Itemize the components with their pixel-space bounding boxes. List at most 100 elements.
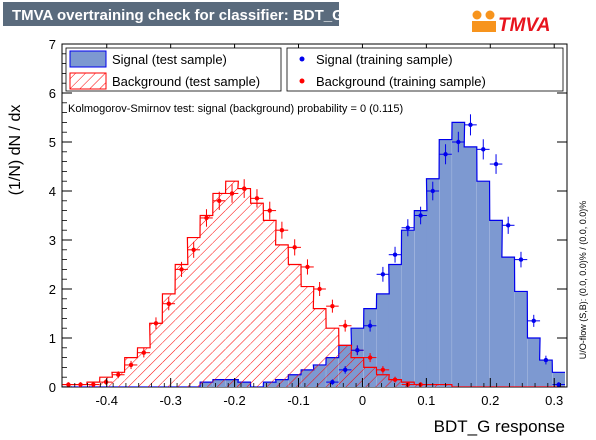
x-tick-label: -0.1 bbox=[287, 393, 309, 408]
x-tick-label: -0.3 bbox=[159, 393, 181, 408]
axes: -0.4 -0.3 -0.2 -0.1 0 0.1 0.2 0.3 0 1 2 3 4 5 6 7 bbox=[49, 37, 567, 408]
y-tick-label: 2 bbox=[49, 282, 56, 297]
y-tick-label: 7 bbox=[49, 37, 56, 52]
background-test-bar bbox=[376, 374, 390, 387]
signal-train-point bbox=[405, 225, 411, 230]
background-test-bar bbox=[111, 372, 125, 387]
legend-swatch-background-test bbox=[69, 72, 107, 90]
signal-test-bar bbox=[514, 291, 528, 387]
background-test-bar bbox=[275, 244, 289, 387]
y-tick-label: 4 bbox=[49, 184, 56, 199]
signal-test-bar bbox=[414, 210, 427, 387]
signal-train-point bbox=[355, 348, 360, 353]
background-train-point bbox=[241, 186, 247, 191]
legend-box-train bbox=[286, 47, 564, 92]
background-test-bar bbox=[225, 181, 239, 387]
y-tick-label: 6 bbox=[49, 86, 56, 101]
signal-train-point bbox=[456, 139, 461, 145]
ks-test-text: Kolmogorov-Smirnov test: signal (backgro… bbox=[68, 103, 403, 115]
background-test-bar bbox=[313, 308, 326, 387]
signal-test-bar bbox=[426, 178, 440, 387]
signal-test-bar bbox=[501, 257, 515, 387]
background-train-point bbox=[305, 264, 310, 270]
training-points bbox=[62, 114, 565, 387]
signal-train-point bbox=[505, 223, 511, 228]
legend-background-test: Background (test sample) bbox=[112, 74, 260, 89]
background-train-point bbox=[103, 379, 109, 385]
signal-test-bar bbox=[552, 372, 565, 387]
background-train-point bbox=[204, 215, 209, 221]
signal-test-bar bbox=[527, 338, 541, 387]
title-bar bbox=[3, 2, 339, 26]
background-train-point bbox=[267, 208, 272, 213]
background-test-bar bbox=[175, 264, 188, 387]
background-train-point bbox=[153, 321, 159, 326]
background-test-bar bbox=[301, 286, 314, 387]
background-test-bar bbox=[351, 357, 364, 387]
x-tick-label: 0 bbox=[359, 393, 366, 408]
signal-train-point bbox=[481, 147, 486, 152]
legend-signal-train: Signal (training sample) bbox=[316, 52, 453, 67]
background-test-bar bbox=[212, 193, 226, 387]
background-train-point bbox=[292, 245, 297, 250]
background-train-point bbox=[330, 303, 335, 309]
signal-test-bar bbox=[452, 122, 465, 387]
background-test-bar bbox=[363, 367, 377, 387]
background-train-point bbox=[392, 377, 398, 382]
background-test-bar bbox=[250, 203, 264, 387]
signal-train-point bbox=[392, 252, 398, 257]
background-train-point bbox=[254, 196, 260, 201]
signal-train-point bbox=[531, 318, 536, 324]
overflow-text: U/O-flow (S,B): (0.0, 0.0)% / (0.0, 0.0)… bbox=[578, 201, 588, 360]
background-train-point bbox=[66, 382, 71, 387]
background-test-bar bbox=[137, 347, 151, 387]
signal-test-bar bbox=[401, 230, 415, 387]
legend-marker-background-train bbox=[299, 78, 305, 84]
background-train-point bbox=[217, 198, 222, 203]
x-tick-label: -0.4 bbox=[96, 393, 118, 408]
signal-test-bar bbox=[388, 264, 402, 387]
background-train-point bbox=[116, 372, 121, 377]
x-axis-title: BDT_G response bbox=[434, 417, 565, 436]
legend-marker-signal-train bbox=[299, 56, 305, 62]
y-axis-title: (1/N) dN / dx bbox=[7, 105, 24, 196]
background-test-bar bbox=[200, 215, 213, 387]
x-tick-label: -0.2 bbox=[223, 393, 245, 408]
background-test-outline bbox=[62, 180, 565, 387]
background-train-point bbox=[78, 382, 83, 387]
legend: Signal (test sample) Background (test sa… bbox=[65, 47, 564, 92]
signal-test-bar bbox=[539, 360, 553, 387]
signal-train-point bbox=[543, 357, 549, 363]
signal-train-point bbox=[418, 213, 423, 218]
background-train-point bbox=[91, 382, 96, 387]
legend-background-train: Background (training sample) bbox=[316, 74, 486, 89]
window-title: TMVA overtraining check for classifier: … bbox=[12, 7, 344, 24]
background-train-point bbox=[380, 367, 386, 373]
signal-train-point bbox=[556, 382, 561, 387]
background-train-point bbox=[229, 191, 235, 196]
background-test-bar bbox=[237, 188, 251, 387]
background-train-point bbox=[128, 362, 134, 368]
background-train-point bbox=[317, 286, 322, 292]
y-tick-label: 3 bbox=[49, 233, 56, 248]
background-test-bar bbox=[326, 328, 339, 387]
signal-train-point bbox=[330, 379, 335, 385]
x-tick-label: 0.2 bbox=[481, 393, 499, 408]
y-tick-label: 5 bbox=[49, 135, 56, 150]
signal-test-bar bbox=[464, 146, 477, 387]
signal-train-point bbox=[380, 272, 386, 277]
signal-train-point bbox=[468, 122, 473, 128]
background-train-point bbox=[191, 247, 196, 252]
signal-train-point bbox=[342, 367, 348, 373]
background-test-bar bbox=[388, 379, 402, 387]
background-train-point bbox=[141, 350, 147, 355]
background-test-bar bbox=[162, 293, 176, 387]
background-train-point bbox=[179, 267, 184, 272]
signal-train-point bbox=[443, 152, 448, 157]
signal-train-point bbox=[430, 188, 435, 194]
signal-test-bar bbox=[489, 220, 503, 387]
background-train-point bbox=[342, 323, 348, 328]
signal-test-bar bbox=[476, 181, 490, 387]
legend-signal-test: Signal (test sample) bbox=[112, 52, 227, 67]
